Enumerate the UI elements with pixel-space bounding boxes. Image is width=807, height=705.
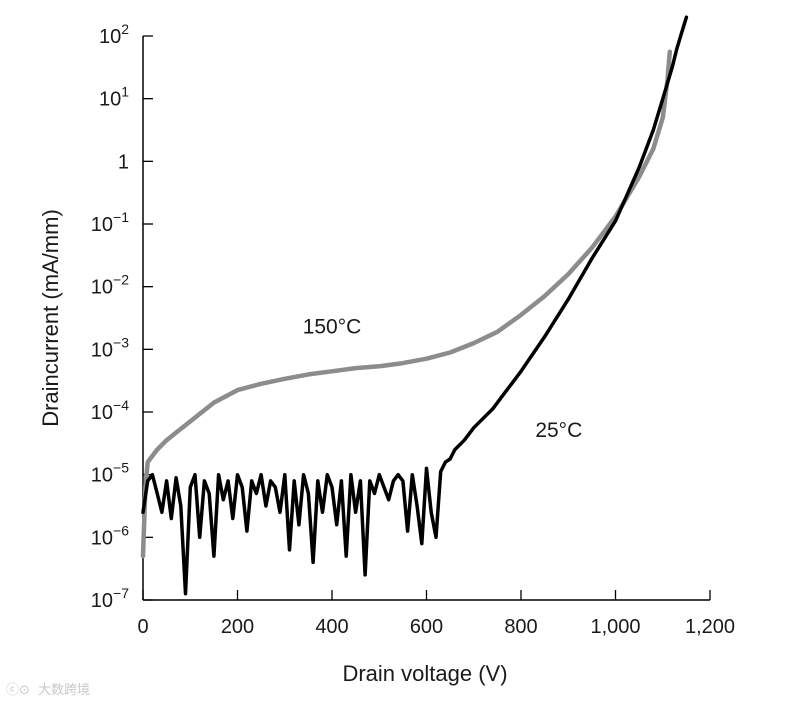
y-tick-label: 10−6 — [91, 522, 129, 549]
series-line-25c — [141, 15, 689, 596]
series-layer — [140, 15, 689, 596]
y-tick-label: 10−1 — [91, 209, 129, 236]
x-tick-label: 600 — [410, 616, 443, 638]
y-tick-label: 10−3 — [91, 334, 129, 361]
series-annotation-label: 150°C — [303, 316, 362, 339]
y-tick-label: 10−5 — [91, 460, 129, 487]
x-tick-label: 200 — [221, 616, 254, 638]
y-tick-label: 10−7 — [91, 585, 129, 612]
annotations: 150°C 25°C — [303, 316, 583, 442]
y-tick-label: 1 — [118, 151, 129, 173]
axes — [142, 36, 710, 601]
x-tick-label: 0 — [137, 616, 148, 638]
watermark-text: 大数跨境 — [38, 682, 90, 697]
y-axis-title: Draincurrent (mA/mm) — [38, 209, 63, 427]
y-tick-label: 10−2 — [91, 272, 129, 299]
x-tick-label: 800 — [504, 616, 537, 638]
series-annotation-label: 25°C — [535, 419, 582, 442]
watermark-logo-icon: ⓒ⊙ — [6, 682, 30, 697]
y-ticks: 102 101 1 10−1 10−2 10−3 10−4 10−5 10−6 10−7 — [91, 21, 153, 612]
x-tick-label: 1,000 — [590, 616, 640, 638]
watermark: ⓒ⊙ 大数跨境 — [6, 682, 90, 697]
x-tick-label: 1,200 — [685, 616, 735, 638]
y-tick-label: 102 — [99, 21, 129, 48]
x-axis-title: Drain voltage (V) — [342, 661, 507, 686]
x-ticks: 0 200 400 600 800 1,000 1,200 — [137, 590, 735, 638]
series-line-150c — [140, 49, 673, 559]
y-tick-label: 101 — [99, 84, 129, 111]
y-tick-label: 10−4 — [91, 397, 129, 424]
x-tick-label: 400 — [315, 616, 348, 638]
